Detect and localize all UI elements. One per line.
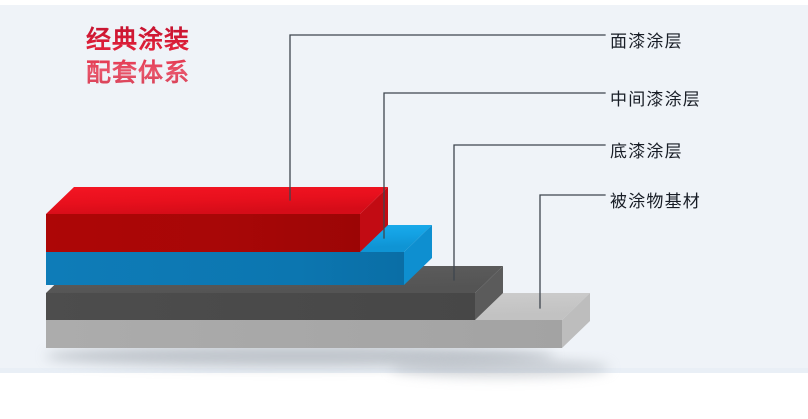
label-topcoat: 面漆涂层 xyxy=(610,32,683,51)
leader-line-substrate xyxy=(539,194,606,309)
layer-substrate-front xyxy=(46,320,562,348)
stack-drop-shadow xyxy=(45,345,610,377)
layer-primer-front xyxy=(46,293,475,320)
leader-line-midcoat xyxy=(383,92,606,239)
label-substrate: 被涂物基材 xyxy=(610,192,701,211)
leader-line-topcoat xyxy=(289,34,606,201)
layer-topcoat-side xyxy=(360,187,388,252)
leader-lines xyxy=(289,34,606,309)
leader-line-primer xyxy=(453,144,606,281)
layer-topcoat-top xyxy=(46,187,388,214)
label-midcoat: 中间漆涂层 xyxy=(610,90,701,109)
layer-topcoat xyxy=(46,187,388,252)
layer-substrate-side xyxy=(562,293,590,348)
layer-topcoat-front xyxy=(46,214,360,252)
page-title: 经典涂装 配套体系 xyxy=(86,24,316,90)
layer-primer-side xyxy=(475,266,503,320)
layer-midcoat-side xyxy=(404,225,432,285)
label-primer: 底漆涂层 xyxy=(610,142,683,161)
layer-midcoat-front xyxy=(46,252,404,285)
